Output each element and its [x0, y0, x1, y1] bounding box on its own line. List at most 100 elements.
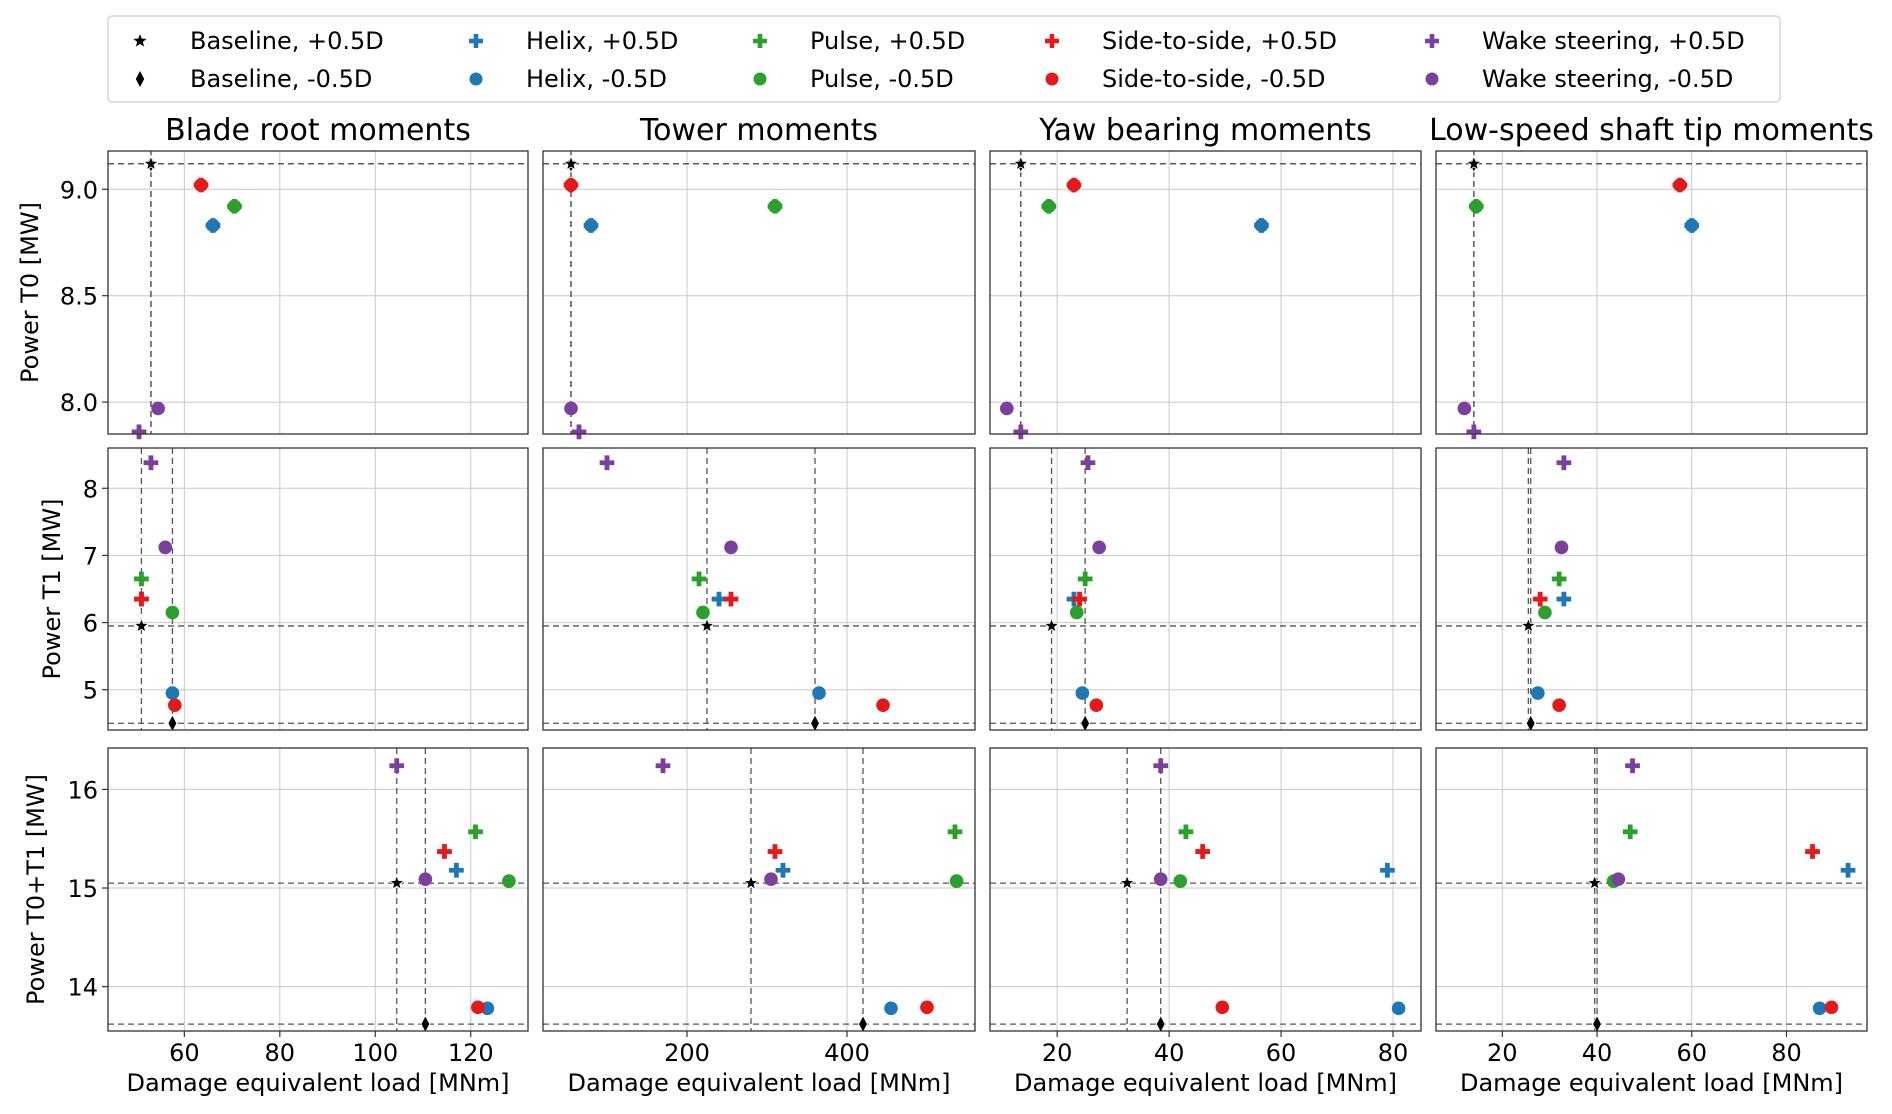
point-baseline-0-5d — [1080, 714, 1091, 733]
point-wake-steering-0-5d — [1556, 455, 1572, 471]
point-helix-0-5d — [711, 591, 727, 607]
legend-entry-wake-steering-0-5d: Wake steering, +0.5D — [1425, 27, 1745, 55]
gridlines — [1436, 151, 1867, 434]
point-wake-steering-0-5d — [571, 424, 587, 440]
x-axis-label: Damage equivalent load [MNm] — [567, 1069, 950, 1097]
x-axis-label: Damage equivalent load [MNm] — [1460, 1069, 1843, 1097]
gridlines — [1436, 448, 1867, 730]
point-side-to-side-0-5d — [1089, 698, 1104, 712]
point-wake-steering-0-5d — [158, 540, 173, 555]
point-wake-steering-0-5d — [143, 455, 159, 471]
legend-label: Helix, +0.5D — [526, 27, 678, 55]
reference-lines — [1436, 151, 1867, 434]
point-helix-0-5d — [1556, 591, 1572, 607]
point-pulse-0-5d — [502, 874, 516, 888]
point-helix-0-5d — [1812, 1001, 1827, 1016]
y-axis-label-power-t0-t1-mw: Power T0+T1 [MW] — [22, 774, 50, 1005]
reference-lines — [108, 748, 528, 1031]
column-title-yaw-bearing-moments: Yaw bearing moments — [1038, 113, 1371, 148]
point-pulse-0-5d — [1469, 199, 1484, 214]
gridlines — [108, 151, 528, 434]
point-pulse-0-5d — [1538, 605, 1552, 620]
data-points — [999, 154, 1269, 440]
data-points — [599, 455, 890, 733]
panel-frame — [107, 150, 529, 435]
point-helix-0-5d — [884, 1001, 898, 1016]
y-tick-label: 9.0 — [60, 176, 98, 204]
reference-lines — [990, 748, 1421, 1031]
x-tick-label: 40 — [1154, 1039, 1185, 1067]
point-side-to-side-0-5d — [1072, 591, 1087, 607]
point-wake-steering-0-5d — [1625, 758, 1640, 774]
data-points — [1586, 758, 1856, 1034]
y-tick-label: 14 — [67, 974, 98, 1002]
y-tick-label: 8.0 — [60, 389, 98, 417]
legend-entry-wake-steering-0-5d: Wake steering, -0.5D — [1425, 65, 1733, 93]
point-baseline-0-5d — [1119, 874, 1136, 890]
gridlines — [543, 748, 975, 1031]
legend-entry-side-to-side-0-5d: Side-to-side, -0.5D — [1045, 65, 1326, 93]
panel-frame — [542, 150, 976, 435]
point-side-to-side-0-5d — [471, 1000, 485, 1015]
point-wake-steering-0-5d — [764, 872, 778, 886]
x-tick-label: 60 — [1676, 1039, 1707, 1067]
point-baseline-0-5d — [142, 155, 159, 171]
point-baseline-0-5d — [1520, 617, 1537, 633]
x-tick-label: 80 — [1378, 1039, 1409, 1067]
point-pulse-0-5d — [1077, 571, 1093, 587]
point-side-to-side-0-5d — [1805, 844, 1820, 859]
point-baseline-0-5d — [742, 874, 760, 890]
point-wake-steering-0-5d — [999, 401, 1014, 416]
panel-power-t0-mw-blade-root-moments: 8.0 8.5 9.0 — [60, 150, 529, 440]
reference-lines — [543, 448, 975, 730]
point-baseline-0-5d — [388, 874, 405, 890]
gridlines — [543, 448, 975, 730]
point-baseline-0-5d — [133, 617, 150, 633]
panel-frame — [989, 747, 1422, 1032]
point-pulse-0-5d — [1041, 199, 1056, 214]
gridlines — [990, 748, 1421, 1031]
point-pulse-0-5d — [1178, 824, 1194, 840]
point-baseline-0-5d — [858, 1014, 868, 1034]
legend-marker-helix-0-5d — [469, 72, 483, 86]
legend-label: Helix, -0.5D — [526, 65, 667, 93]
legend-marker-baseline-0-5d — [135, 71, 145, 87]
point-baseline-0-5d — [1043, 617, 1060, 633]
point-pulse-0-5d — [165, 605, 180, 620]
point-pulse-0-5d — [1622, 824, 1638, 840]
column-title-low-speed-shaft-tip-moments: Low-speed shaft tip moments — [1429, 113, 1874, 148]
x-tick-label: 40 — [1582, 1039, 1613, 1067]
panel-power-t0-mw-tower-moments — [542, 150, 976, 440]
point-wake-steering-0-5d — [389, 758, 405, 774]
x-tick-label: 60 — [1266, 1039, 1297, 1067]
panel-power-t0-mw-low-speed-shaft-tip-moments — [1435, 150, 1868, 440]
point-helix-0-5d — [1254, 218, 1269, 233]
point-baseline-0-5d — [420, 1014, 431, 1034]
point-wake-steering-0-5d — [1013, 424, 1029, 440]
panel-frame — [107, 447, 529, 731]
point-baseline-0-5d — [1525, 714, 1536, 733]
y-tick-label: 5 — [83, 677, 98, 705]
legend-marker-baseline-0-5d — [133, 34, 147, 47]
legend-label: Pulse, +0.5D — [810, 27, 965, 55]
point-wake-steering-0-5d — [724, 540, 738, 555]
point-helix-0-5d — [165, 686, 180, 700]
point-side-to-side-0-5d — [564, 178, 578, 192]
y-tick-label: 7 — [83, 542, 98, 570]
point-side-to-side-0-5d — [920, 1000, 934, 1015]
point-helix-0-5d — [1075, 686, 1090, 700]
legend-label: Side-to-side, +0.5D — [1102, 27, 1337, 55]
panel-power-t1-mw-low-speed-shaft-tip-moments — [1435, 447, 1868, 733]
y-tick-label: 8 — [83, 475, 98, 503]
legend-entry-helix-0-5d: Helix, +0.5D — [469, 27, 678, 55]
point-helix-0-5d — [1684, 218, 1699, 233]
point-helix-0-5d — [584, 218, 598, 233]
point-helix-0-5d — [775, 862, 791, 878]
point-helix-0-5d — [1391, 1001, 1406, 1016]
point-helix-0-5d — [1531, 686, 1545, 700]
point-baseline-0-5d — [1592, 1014, 1602, 1034]
data-points — [131, 154, 242, 440]
point-baseline-0-5d — [810, 714, 820, 733]
